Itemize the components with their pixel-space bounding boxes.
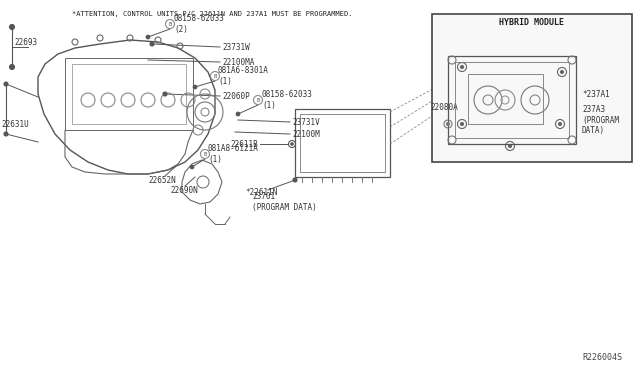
Text: 22631U: 22631U (1, 119, 29, 128)
Text: R226004S: R226004S (582, 353, 622, 362)
Circle shape (447, 122, 449, 125)
Bar (72, 64, 186, 124)
Circle shape (163, 92, 167, 96)
Circle shape (293, 178, 297, 182)
Circle shape (10, 25, 15, 29)
Circle shape (236, 112, 240, 116)
Text: *237A1: *237A1 (582, 90, 610, 99)
Circle shape (146, 35, 150, 39)
Text: 23701
(PROGRAM DATA): 23701 (PROGRAM DATA) (252, 192, 317, 212)
Bar (432, 14, 632, 162)
Text: B: B (204, 151, 207, 157)
Text: 08158-62033
(1): 08158-62033 (1) (262, 90, 313, 110)
Text: 22611A: 22611A (468, 29, 496, 38)
Circle shape (291, 143, 293, 145)
Bar (65, 58, 193, 130)
Text: B: B (257, 97, 260, 103)
Text: 237A3
(PROGRAM
DATA): 237A3 (PROGRAM DATA) (582, 105, 619, 135)
Circle shape (4, 82, 8, 86)
Text: 08158-62033
(2): 08158-62033 (2) (174, 14, 225, 34)
Text: 22060P: 22060P (222, 92, 250, 100)
Bar (468, 74, 543, 124)
Text: 22612: 22612 (535, 32, 558, 42)
Circle shape (193, 85, 197, 89)
Text: 22690N: 22690N (170, 186, 198, 195)
Text: 22100M: 22100M (292, 129, 320, 138)
Text: 081A6-8301A
(1): 081A6-8301A (1) (218, 66, 269, 86)
Bar (448, 56, 576, 144)
Text: *ATTENTION, CONTROL UNITS P/C 22611N AND 237A1 MUST BE PROGRAMMED.: *ATTENTION, CONTROL UNITS P/C 22611N AND… (72, 11, 353, 17)
Text: 22652N: 22652N (148, 176, 176, 185)
Text: 22611B: 22611B (230, 140, 258, 148)
Text: 23731W: 23731W (222, 42, 250, 51)
Bar (295, 109, 390, 177)
Text: *22611N: *22611N (245, 187, 277, 196)
Text: B: B (213, 74, 216, 78)
Circle shape (509, 144, 511, 148)
Text: HYBRID MODULE: HYBRID MODULE (499, 17, 564, 26)
Text: 22100MA: 22100MA (222, 58, 254, 67)
Circle shape (190, 165, 194, 169)
Text: 23731V: 23731V (292, 118, 320, 126)
Text: 22080A: 22080A (430, 103, 458, 112)
Circle shape (461, 122, 463, 125)
Text: 22693: 22693 (14, 38, 37, 46)
Text: B: B (168, 22, 172, 26)
Circle shape (150, 42, 154, 46)
Circle shape (559, 122, 561, 125)
Circle shape (461, 65, 463, 68)
Text: 081A8-6121A
(1): 081A8-6121A (1) (208, 144, 259, 164)
Bar (455, 62, 569, 138)
Circle shape (4, 132, 8, 136)
Bar (300, 114, 385, 172)
Text: 22611A: 22611A (578, 125, 605, 135)
Circle shape (561, 71, 563, 74)
Circle shape (10, 64, 15, 70)
